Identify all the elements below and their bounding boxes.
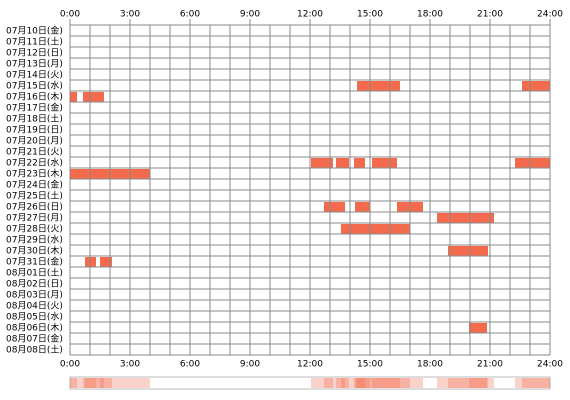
- row-label: 07月29日(水): [6, 234, 63, 246]
- heat-strip-segment: [83, 378, 104, 388]
- row-label: 07月10日(金): [6, 25, 63, 37]
- row-label: 08月03日(月): [6, 290, 63, 301]
- activity-bar: [469, 323, 487, 333]
- activity-bar: [324, 202, 345, 212]
- x-tick-label: 0:00: [60, 360, 80, 370]
- activity-bar: [336, 158, 349, 168]
- heat-strip-segment: [515, 378, 550, 388]
- row-label: 07月24日(金): [6, 179, 63, 191]
- row-label: 08月06日(木): [6, 322, 63, 334]
- activity-bar: [357, 81, 400, 91]
- x-tick-label: 18:00: [417, 360, 443, 370]
- x-tick-label: 15:00: [357, 360, 383, 370]
- heat-strip-segment: [341, 378, 410, 388]
- x-tick-label: 15:00: [357, 10, 383, 20]
- activity-bar: [372, 158, 397, 168]
- row-label: 08月01日(土): [6, 267, 63, 279]
- x-tick-label: 0:00: [60, 10, 80, 20]
- activity-bar: [311, 158, 333, 168]
- row-label: 07月18日(土): [6, 113, 63, 125]
- row-label: 07月16日(木): [6, 91, 63, 103]
- row-label: 07月14日(火): [6, 70, 63, 81]
- row-label: 08月07日(金): [6, 333, 63, 345]
- row-label: 08月05日(水): [6, 311, 63, 323]
- row-label: 07月15日(水): [6, 80, 63, 92]
- row-label: 07月21日(火): [6, 147, 63, 158]
- heat-strip-segment: [100, 378, 112, 388]
- row-label: 07月19日(日): [6, 125, 63, 136]
- heat-strip-segment: [354, 378, 365, 388]
- row-label: 07月13日(月): [6, 59, 63, 70]
- heat-strip-segment: [469, 378, 487, 388]
- activity-bar: [448, 246, 488, 256]
- x-tick-label: 9:00: [240, 10, 260, 20]
- activity-bar: [83, 92, 104, 102]
- row-label: 08月02日(日): [6, 279, 63, 290]
- heat-strip-segment: [448, 378, 488, 388]
- heat-strip-segment: [336, 378, 349, 388]
- x-tick-label: 21:00: [477, 360, 503, 370]
- x-tick-label: 24:00: [537, 360, 563, 370]
- x-tick-label: 18:00: [417, 10, 443, 20]
- row-label: 07月11日(土): [6, 36, 63, 48]
- x-tick-label: 6:00: [180, 10, 200, 20]
- heat-strip-segment: [437, 378, 494, 388]
- heat-strip-segment: [357, 378, 400, 388]
- activity-bar: [437, 213, 494, 223]
- x-tick-label: 9:00: [240, 360, 260, 370]
- heat-strip-segment: [372, 378, 397, 388]
- x-tick-label: 6:00: [180, 360, 200, 370]
- x-tick-label: 24:00: [537, 10, 563, 20]
- heat-strip-segment: [397, 378, 423, 388]
- row-label: 08月04日(火): [6, 301, 63, 312]
- row-label: 07月23日(木): [6, 168, 63, 180]
- x-tick-label: 21:00: [477, 10, 503, 20]
- activity-bar: [355, 202, 370, 212]
- row-label: 07月31日(金): [6, 256, 63, 268]
- activity-bar: [515, 158, 550, 168]
- row-label: 07月20日(月): [6, 136, 63, 147]
- heat-strip-segment: [311, 378, 333, 388]
- x-tick-label: 12:00: [297, 10, 323, 20]
- heat-strip-frame: [69, 376, 551, 390]
- row-label: 07月26日(日): [6, 202, 63, 213]
- row-label: 07月12日(日): [6, 48, 63, 59]
- heat-strip-segment: [324, 378, 345, 388]
- heat-strip-segment: [522, 378, 550, 388]
- row-label: 07月25日(土): [6, 190, 63, 202]
- row-label: 07月30日(木): [6, 245, 63, 257]
- activity-bar: [354, 158, 365, 168]
- row-label: 07月28日(火): [6, 224, 63, 235]
- heat-strip-segment: [70, 378, 77, 388]
- activity-bar: [522, 81, 550, 91]
- activity-bar: [100, 257, 112, 267]
- row-label: 07月22日(水): [6, 157, 63, 169]
- heat-strip-segment: [355, 378, 370, 388]
- row-label: 07月27日(月): [6, 213, 63, 224]
- activity-bar: [70, 92, 77, 102]
- x-tick-label: 3:00: [120, 360, 140, 370]
- row-label: 08月08日(土): [6, 344, 63, 356]
- heat-strip-segment: [85, 378, 96, 388]
- heat-strip-segment: [70, 378, 150, 388]
- activity-bar: [341, 224, 410, 234]
- x-tick-label: 3:00: [120, 10, 140, 20]
- x-tick-label: 12:00: [297, 360, 323, 370]
- row-label: 07月17日(金): [6, 102, 63, 114]
